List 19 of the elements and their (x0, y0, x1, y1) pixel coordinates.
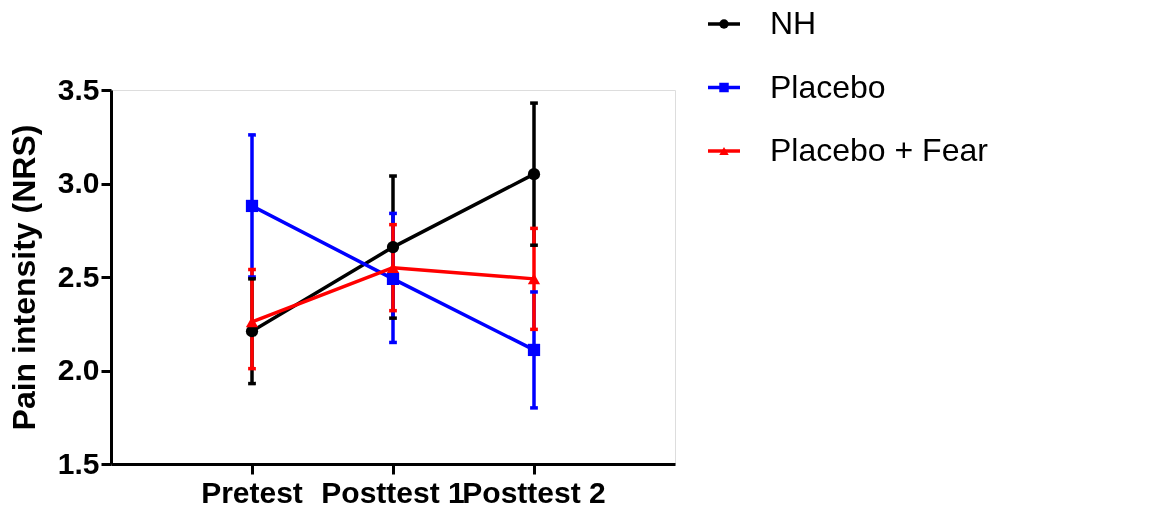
legend-label: Placebo (770, 68, 886, 105)
point (245, 199, 259, 213)
point (386, 272, 400, 285)
legend-label: Placebo + Fear (770, 132, 989, 168)
x-tick-label: Posttest 1 (321, 475, 465, 509)
y-tick-label: 3.5 (57, 72, 100, 106)
point (386, 262, 400, 273)
point (527, 168, 541, 181)
y-tick-label: 1.5 (57, 446, 100, 480)
y-tick-label: 3.0 (57, 166, 100, 199)
x-tick-label: Pretest (201, 475, 303, 509)
point (245, 316, 259, 328)
legend-label: NH (770, 5, 817, 41)
y-tick-label: 2.5 (57, 259, 100, 293)
y-tick-label: 2.0 (57, 353, 100, 386)
point (386, 240, 400, 254)
point (527, 343, 541, 357)
y-axis-title: Pain intensity (NRS) (5, 124, 42, 431)
point (527, 273, 541, 285)
